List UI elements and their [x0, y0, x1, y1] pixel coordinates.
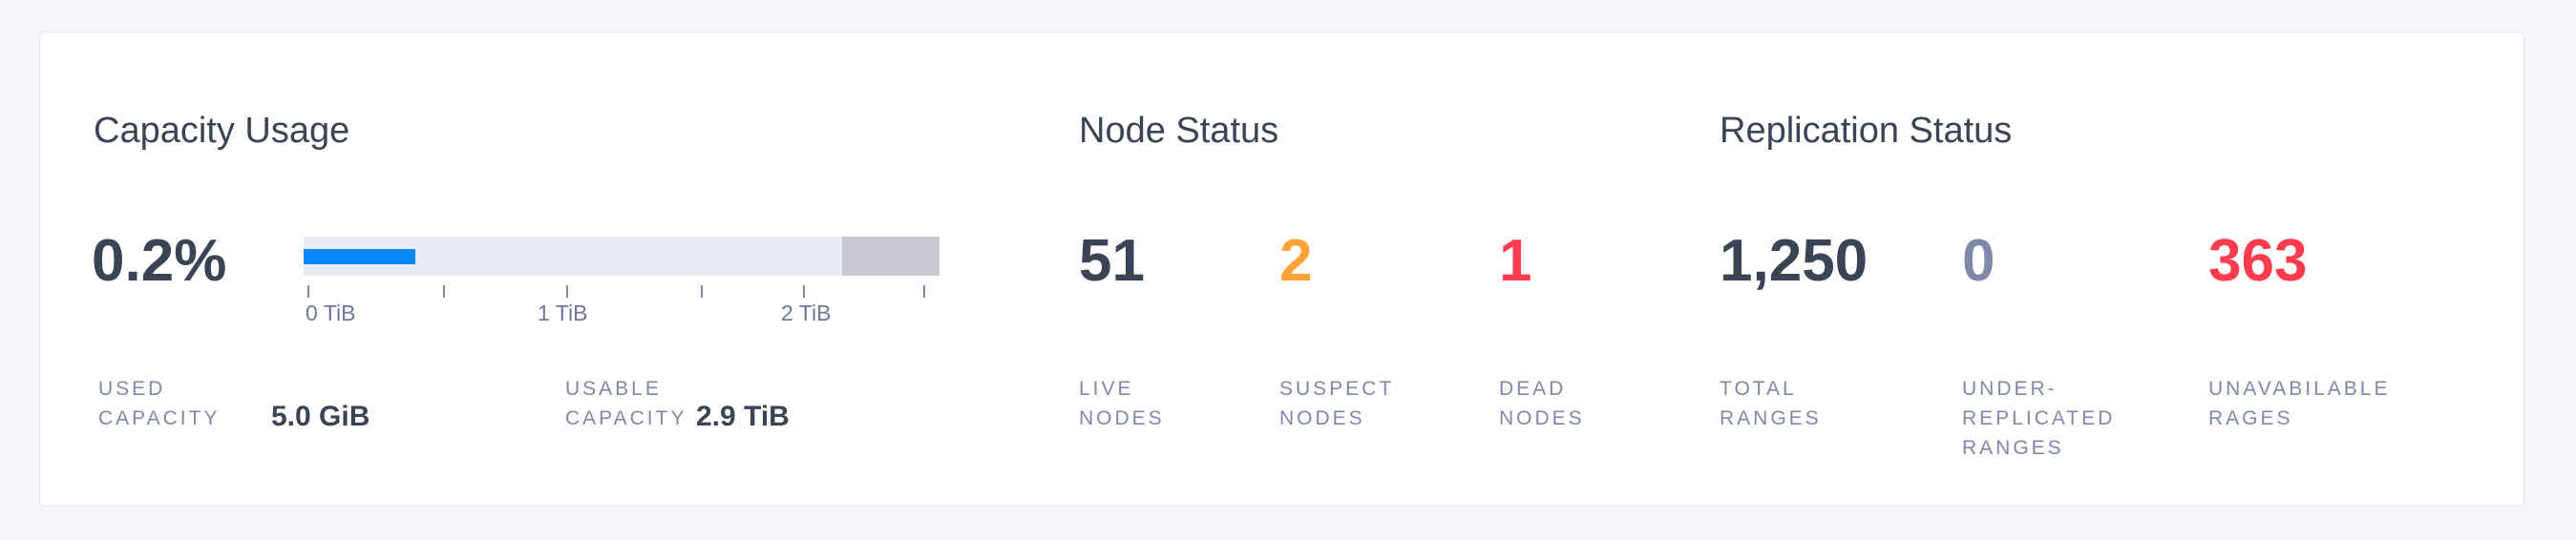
- under-replicated-value: 0: [1962, 228, 1995, 294]
- replication-status-title: Replication Status: [1720, 111, 2013, 151]
- axis-tick: [923, 285, 925, 298]
- used-capacity-label: USED CAPACITY: [98, 378, 221, 429]
- under-replicated-label: UNDER-REPLICATED RANGES: [1962, 378, 2116, 459]
- dead-nodes-label: DEAD NODES: [1499, 378, 1585, 429]
- capacity-usage-title: Capacity Usage: [94, 111, 350, 151]
- suspect-nodes-label: SUSPECT NODES: [1279, 378, 1394, 429]
- axis-label-1: 1 TiB: [538, 301, 588, 325]
- capacity-bar-used: [304, 249, 416, 264]
- usable-capacity-value: 2.9 TiB: [696, 401, 790, 432]
- dead-nodes-value: 1: [1499, 228, 1532, 294]
- usable-capacity-label: USABLE CAPACITY: [565, 378, 687, 429]
- axis-tick: [566, 285, 568, 298]
- axis-tick: [307, 285, 309, 298]
- capacity-bar: [304, 237, 940, 276]
- capacity-bar-reserved: [842, 237, 940, 276]
- axis-tick: [443, 285, 445, 298]
- total-ranges-label: TOTAL RANGES: [1720, 378, 1822, 429]
- suspect-nodes-value: 2: [1279, 228, 1313, 294]
- axis-label-0: 0 TiB: [306, 301, 356, 325]
- unavailable-ranges-value: 363: [2208, 228, 2308, 294]
- total-ranges-value: 1,250: [1720, 228, 1869, 294]
- live-nodes-label: LIVE NODES: [1079, 378, 1165, 429]
- axis-label-2: 2 TiB: [781, 301, 832, 325]
- capacity-percent: 0.2%: [92, 228, 227, 294]
- used-capacity-value: 5.0 GiB: [271, 401, 370, 432]
- node-status-title: Node Status: [1079, 111, 1279, 151]
- axis-tick: [701, 285, 703, 298]
- live-nodes-value: 51: [1079, 228, 1145, 294]
- unavailable-ranges-label: UNAVABILABLE RAGES: [2208, 378, 2391, 429]
- axis-tick: [803, 285, 805, 298]
